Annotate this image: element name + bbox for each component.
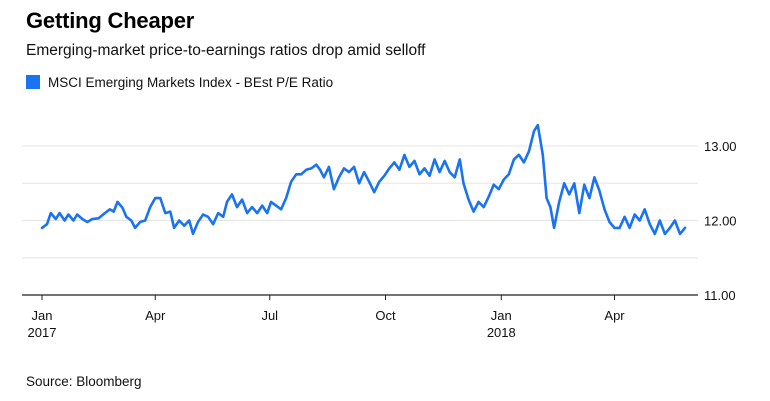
x-tick-label: Apr <box>145 308 166 323</box>
x-tick-label: Apr <box>604 308 625 323</box>
x-tick-label: Jul <box>261 308 278 323</box>
chart-title: Getting Cheaper <box>26 8 195 33</box>
chart-subtitle: Emerging-market price-to-earnings ratios… <box>26 42 426 59</box>
y-tick-label: 13.00 <box>704 139 737 154</box>
y-tick-label: 11.00 <box>704 288 736 303</box>
x-tick-label: Jan <box>32 308 53 323</box>
x-tick-year-label: 2018 <box>487 325 516 340</box>
series-line <box>40 123 687 236</box>
x-tick-label: Jan <box>491 308 512 323</box>
y-tick-label: 12.00 <box>704 214 737 229</box>
source-note: Source: Bloomberg <box>26 374 142 389</box>
legend-swatch <box>26 75 40 89</box>
legend-label: MSCI Emerging Markets Index - BEst P/E R… <box>48 74 334 90</box>
x-tick-year-label: 2017 <box>28 325 57 340</box>
x-tick-label: Oct <box>375 308 396 323</box>
legend: MSCI Emerging Markets Index - BEst P/E R… <box>26 73 333 91</box>
